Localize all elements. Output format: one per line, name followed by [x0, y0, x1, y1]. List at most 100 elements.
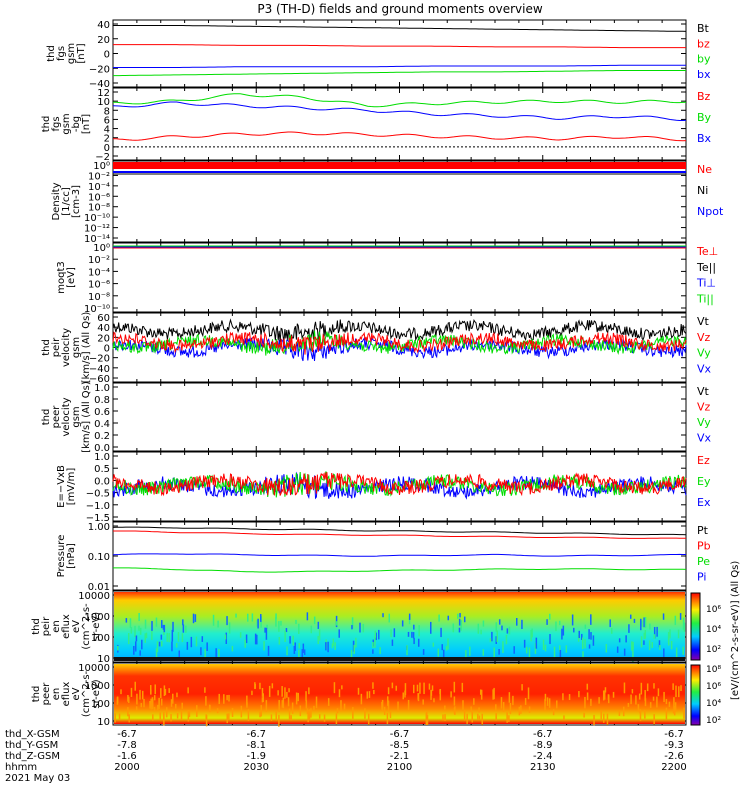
spectrogram-speckle: [674, 702, 677, 712]
spectrogram-speckle: [163, 685, 166, 697]
spectrogram-speckle: [559, 649, 562, 661]
spectrogram-speckle: [431, 685, 434, 691]
spectrogram-speckle: [278, 636, 281, 645]
spectrogram-speckle: [633, 618, 636, 623]
spectrogram-speckle: [458, 618, 461, 626]
spectrogram-speckle: [284, 687, 286, 699]
spectrogram-speckle: [235, 613, 237, 618]
series-Ne-band: [113, 162, 686, 169]
y-tick-label: 6: [104, 115, 110, 126]
spectrogram-speckle: [520, 705, 522, 714]
spectrogram-speckle: [683, 622, 686, 632]
series-Pb: [113, 530, 687, 539]
spectrogram-speckle: [373, 689, 375, 695]
spectrogram-speckle: [668, 701, 671, 707]
y-axis-label: Pressure[nPa]: [56, 535, 77, 578]
spectrogram-speckle: [162, 624, 165, 630]
spectrogram-speckle: [327, 641, 329, 653]
legend-bz: bz: [697, 37, 710, 50]
spectrogram-speckle: [682, 646, 684, 655]
colorbar-top: [690, 592, 701, 661]
spectrogram-speckle: [318, 629, 321, 641]
legend-Pt: Pt: [697, 524, 709, 537]
spectrogram-speckle: [247, 709, 250, 721]
spectrogram-speckle: [553, 646, 556, 658]
spectrogram-speckle: [117, 645, 119, 651]
noise-series: [112, 318, 687, 344]
spectrogram-speckle: [176, 692, 178, 698]
spectrogram-speckle: [378, 629, 380, 640]
spectrogram-speckle: [447, 615, 450, 621]
spectrogram-speckle: [306, 612, 309, 621]
y-axis-label-line: eV: [71, 687, 82, 700]
spectrogram-speckle: [644, 630, 647, 639]
spectrogram-speckle: [640, 682, 643, 695]
spectrogram-speckle: [355, 637, 357, 648]
spectrogram-speckle: [153, 695, 156, 701]
spectrogram-speckle: [518, 706, 521, 716]
spectrogram-speckle: [140, 703, 143, 708]
spectrogram-speckle: [562, 693, 564, 701]
spectrogram-speckle: [544, 644, 547, 652]
spectrogram-speckle: [638, 693, 641, 700]
y-tick-label: −20: [89, 64, 110, 75]
y-tick-label: 10⁻¹²: [84, 224, 110, 235]
spectrogram-speckle: [577, 635, 580, 642]
spectrogram-speckle: [386, 712, 389, 724]
spectrogram-speckle: [644, 698, 647, 707]
series-Bt: [113, 25, 687, 32]
spectrogram-speckle: [256, 619, 259, 627]
y-tick-label: −2: [95, 152, 110, 163]
spectrogram-speckle: [496, 630, 499, 642]
spectrogram-speckle: [201, 636, 204, 642]
y-axis-label-line: thd: [31, 618, 42, 635]
y-axis-label-line: sr-eV): [91, 612, 102, 641]
y-tick-label: 1.00: [88, 522, 110, 533]
spectrogram-speckle: [416, 684, 419, 692]
spectrogram-speckle: [138, 613, 140, 622]
y-tick-label: 1.0: [94, 452, 110, 463]
series-Bz: [113, 131, 687, 142]
spectrogram-speckle: [590, 698, 592, 707]
spectrogram-speckle: [447, 638, 449, 650]
spectrogram-speckle: [628, 624, 630, 633]
footer-value: -6.7: [390, 729, 410, 740]
spectrogram-speckle: [623, 682, 626, 694]
spectrogram-speckle: [407, 631, 410, 637]
legend-By: By: [697, 111, 712, 124]
spectrogram-speckle: [118, 713, 121, 720]
spectrogram-speckle: [134, 625, 136, 637]
spectrogram-speckle: [335, 713, 338, 725]
spectrogram-speckle: [293, 646, 296, 654]
spectrogram-speckle: [186, 641, 189, 650]
spectrogram-speckle: [128, 696, 130, 703]
spectrogram-speckle: [141, 690, 144, 700]
y-axis-label-line: (cm^2-s-: [81, 603, 92, 650]
y-tick-label: 0.4: [94, 419, 110, 430]
spectrogram-speckle: [606, 713, 609, 725]
y-tick-label: 10000: [78, 663, 110, 674]
spectrogram-speckle: [260, 614, 262, 622]
series-Pt: [112, 526, 687, 536]
spectrogram-speckle: [501, 625, 503, 631]
spectrogram-speckle: [152, 714, 154, 721]
spectrogram-speckle: [393, 628, 396, 638]
footer-value: 2200: [661, 762, 686, 773]
spectrogram-speckle: [226, 695, 228, 701]
spectrogram-speckle: [379, 647, 381, 654]
spectrogram-speckle: [506, 712, 508, 723]
spectrogram-speckle: [422, 699, 424, 705]
legend-Pi: Pi: [697, 571, 706, 584]
spectrogram-speckle: [665, 699, 668, 705]
spectrogram-speckle: [176, 713, 179, 719]
spectrogram-speckle: [185, 625, 187, 633]
spectrogram-speckle: [649, 702, 652, 708]
y-tick-label: 10⁻⁴: [88, 182, 110, 193]
y-axis-label-line: peir: [51, 337, 62, 357]
spectrogram-speckle: [561, 628, 563, 640]
spectrogram-speckle: [573, 627, 575, 633]
spectrogram-speckle: [168, 632, 170, 643]
legend-Ti||: Ti||: [696, 292, 714, 305]
